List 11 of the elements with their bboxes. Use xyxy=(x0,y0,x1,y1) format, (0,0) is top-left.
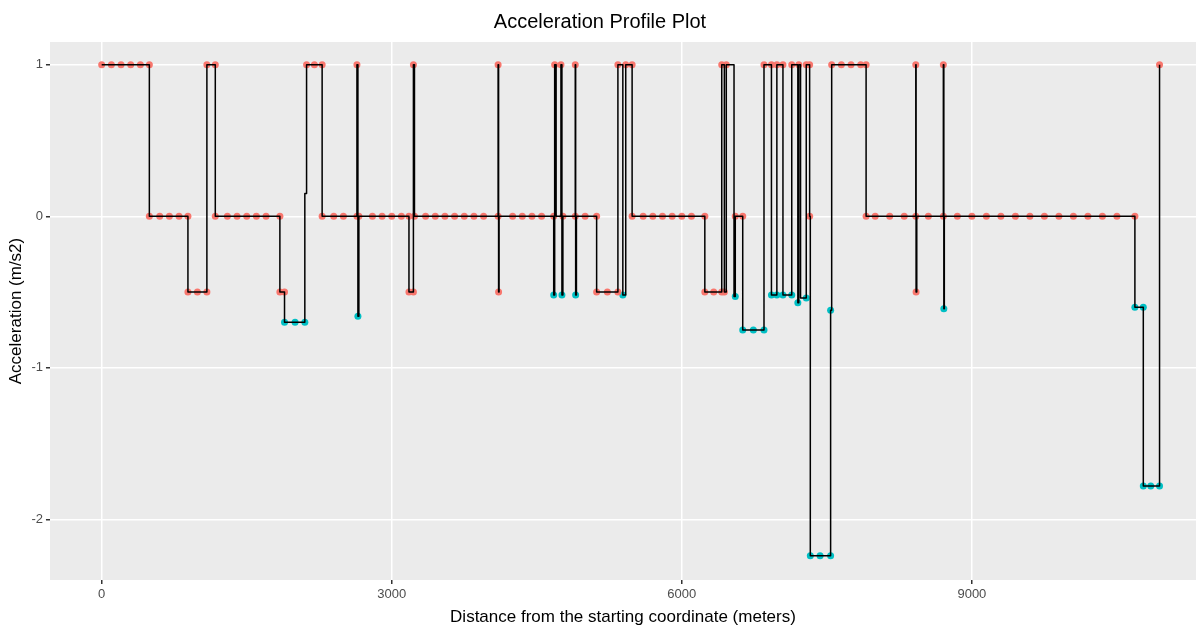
x-tick-label: 6000 xyxy=(667,586,697,602)
y-tick-label: -1 xyxy=(31,359,43,375)
y-axis-title: Acceleration (m/s2) xyxy=(5,237,25,385)
x-tick-label: 0 xyxy=(98,586,106,602)
x-tick-label: 3000 xyxy=(377,586,407,602)
chart-title: Acceleration Profile Plot xyxy=(493,9,707,32)
x-axis-title: Distance from the starting coordinate (meters) xyxy=(450,607,796,627)
x-tick-label: 9000 xyxy=(957,586,987,602)
y-tick-label: 1 xyxy=(35,56,43,72)
y-tick-label: -2 xyxy=(31,510,43,526)
y-tick-label: 0 xyxy=(35,207,43,223)
